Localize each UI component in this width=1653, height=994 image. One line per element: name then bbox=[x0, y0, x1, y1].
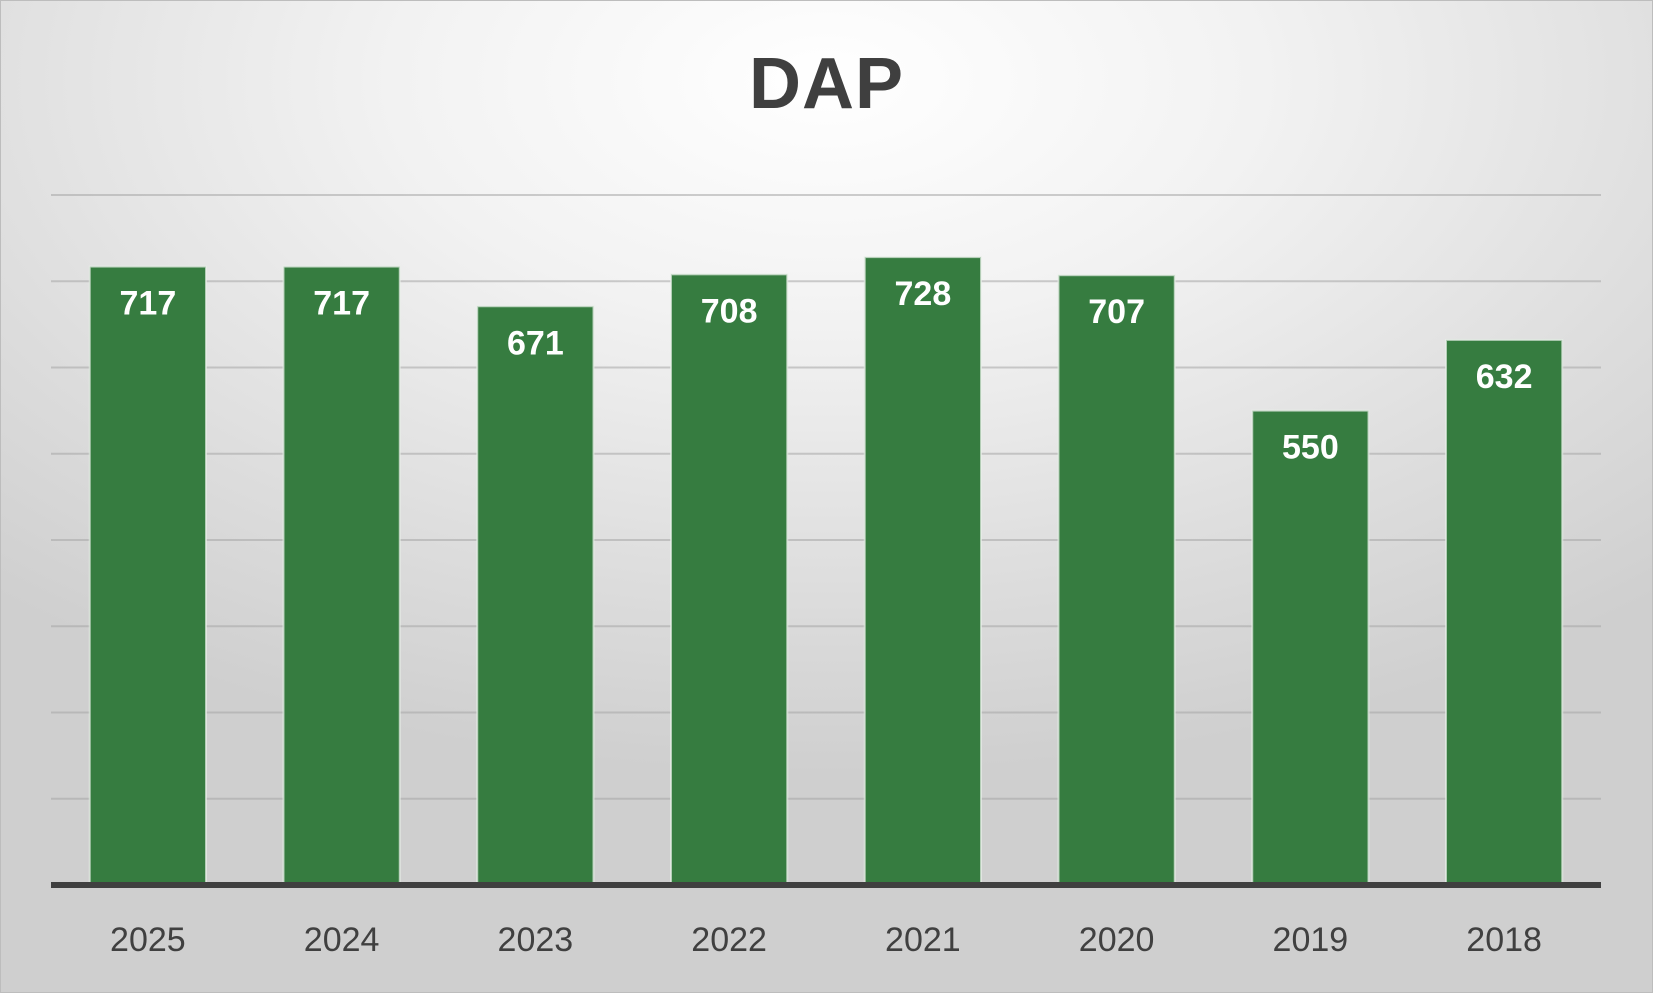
category-labels: 2025 2024 2023 2022 2021 2020 2019 2018 bbox=[110, 921, 1542, 959]
category-label: 2025 bbox=[110, 921, 186, 959]
bars bbox=[88, 256, 1564, 887]
category-label: 2020 bbox=[1079, 921, 1155, 959]
data-label: 717 bbox=[120, 285, 177, 323]
category-label: 2018 bbox=[1466, 921, 1542, 959]
data-label: 671 bbox=[507, 324, 564, 362]
data-label: 708 bbox=[701, 292, 758, 330]
bar-2019 bbox=[1251, 409, 1370, 886]
bar-2025 bbox=[88, 265, 207, 886]
bar-2018 bbox=[1445, 338, 1564, 886]
category-label: 2024 bbox=[304, 921, 380, 959]
data-label: 717 bbox=[313, 285, 370, 323]
data-label: 550 bbox=[1282, 429, 1339, 467]
data-label: 632 bbox=[1476, 358, 1533, 396]
bar-2024 bbox=[282, 265, 401, 886]
bar-2023 bbox=[476, 305, 595, 886]
category-label: 2021 bbox=[885, 921, 961, 959]
bar-2020 bbox=[1057, 274, 1176, 886]
category-label: 2022 bbox=[691, 921, 767, 959]
data-label: 707 bbox=[1088, 293, 1145, 331]
category-label: 2023 bbox=[498, 921, 574, 959]
bar-2022 bbox=[670, 273, 789, 887]
chart-title: DAP bbox=[748, 44, 904, 124]
data-labels: 717 717 671 708 728 707 550 632 bbox=[120, 275, 1533, 467]
bar-2021 bbox=[863, 256, 982, 887]
data-label: 728 bbox=[895, 275, 952, 313]
category-label: 2019 bbox=[1273, 921, 1349, 959]
